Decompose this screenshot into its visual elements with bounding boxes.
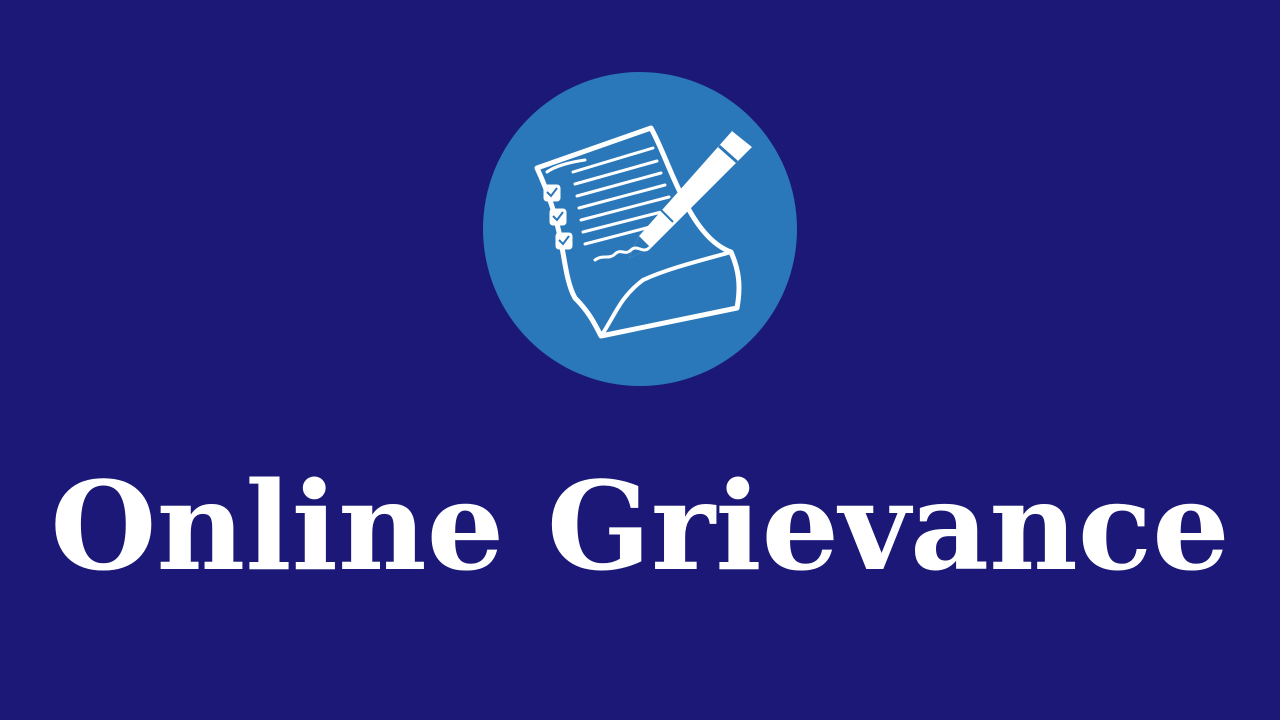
signature-icon — [593, 246, 651, 262]
document-lines-icon — [571, 146, 675, 246]
checklist-icon — [543, 184, 573, 250]
document-pen-icon — [483, 72, 797, 386]
grievance-emblem — [483, 72, 797, 386]
pen-icon — [629, 128, 754, 258]
page-title: Online Grievance — [50, 454, 1230, 598]
